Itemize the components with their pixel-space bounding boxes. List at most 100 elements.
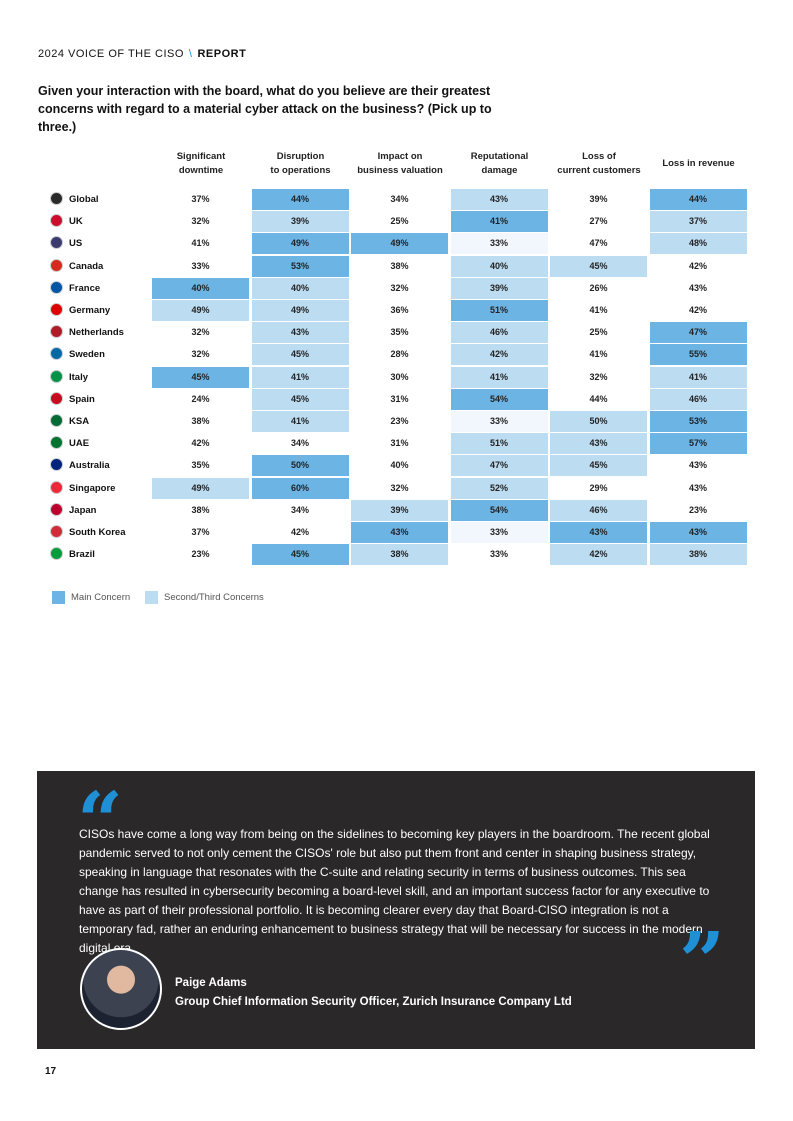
value-cell: 51%	[450, 433, 548, 455]
value-cell: 52%	[450, 477, 548, 499]
value-cell: 45%	[251, 388, 349, 410]
column-header-line: Loss of	[582, 151, 616, 162]
value-cell: 49%	[251, 300, 349, 321]
close-quote-mark: ”	[679, 914, 726, 1008]
country-cell: Canada	[50, 256, 103, 277]
value-cell: 42%	[152, 433, 249, 455]
value-cell: 33%	[450, 544, 548, 566]
value-cell: 49%	[152, 300, 249, 321]
value-cell: 23%	[649, 499, 747, 521]
column-header-line: Reputational	[470, 151, 529, 162]
value-cell: 27%	[550, 211, 647, 233]
value-cell: 46%	[450, 322, 548, 344]
value-cell: 47%	[649, 322, 747, 344]
table-row: Brazil 23% 45% 38% 33% 42% 38%	[50, 544, 750, 566]
value-cell: 32%	[550, 366, 647, 388]
column-header: Reputational damage	[451, 150, 549, 178]
table-row: Germany 49% 49% 36% 51% 41% 42%	[50, 300, 750, 321]
value-cell: 41%	[450, 366, 548, 388]
value-cell: 43%	[649, 455, 747, 477]
value-cell: 37%	[649, 211, 747, 233]
value-cell: 51%	[450, 300, 548, 321]
value-cell: 44%	[649, 189, 747, 210]
value-cell: 45%	[251, 544, 349, 566]
country-cell: KSA	[50, 411, 89, 432]
value-cell: 53%	[251, 255, 349, 277]
value-cell: 39%	[251, 211, 349, 233]
value-cell: 25%	[351, 211, 448, 233]
country-cell: Netherlands	[50, 322, 124, 343]
value-cell: 43%	[450, 189, 548, 210]
value-cell: 43%	[550, 522, 647, 543]
legend-swatch	[52, 591, 65, 604]
value-cell: 29%	[550, 477, 647, 499]
column-header: Loss in revenue	[650, 157, 748, 171]
country-name: Spain	[69, 393, 95, 405]
table-row: Australia 35% 50% 40% 47% 45% 43%	[50, 455, 750, 477]
value-cell: 34%	[251, 499, 349, 521]
value-cell: 41%	[152, 233, 249, 255]
value-cell: 48%	[649, 233, 747, 255]
legend-swatch	[145, 591, 158, 604]
value-cell: 42%	[450, 344, 548, 366]
value-cell: 50%	[550, 411, 647, 432]
quote-role: Group Chief Information Security Officer…	[175, 996, 572, 1008]
value-cell: 57%	[649, 433, 747, 455]
country-name: Netherlands	[69, 327, 124, 339]
table-row: KSA 38% 41% 23% 33% 50% 53%	[50, 411, 750, 432]
value-cell: 41%	[251, 411, 349, 432]
value-cell: 55%	[649, 344, 747, 366]
flag	[50, 502, 63, 516]
country-cell: Sweden	[50, 344, 105, 365]
value-cell: 45%	[251, 344, 349, 366]
value-cell: 38%	[649, 544, 747, 566]
running-header: 2024 VOICE OF THE CISO \ REPORT	[38, 48, 246, 60]
value-cell: 24%	[152, 388, 249, 410]
value-cell: 25%	[550, 322, 647, 344]
value-cell: 23%	[351, 411, 448, 432]
flag	[50, 458, 63, 472]
legend-item: Second/Third Concerns	[145, 591, 264, 604]
table-row: South Korea 37% 42% 43% 33% 43% 43%	[50, 522, 750, 543]
quote-text: CISOs have come a long way from being on…	[79, 827, 710, 955]
legend-label: Second/Third Concerns	[164, 592, 264, 603]
country-cell: US	[50, 233, 82, 254]
table-row: Japan 38% 34% 39% 54% 46% 23%	[50, 499, 750, 521]
value-cell: 39%	[550, 189, 647, 210]
column-header-line: Loss in revenue	[662, 158, 735, 169]
flag	[50, 280, 63, 294]
value-cell: 42%	[649, 300, 747, 321]
country-name: KSA	[69, 416, 90, 427]
value-cell: 38%	[152, 499, 249, 521]
value-cell: 54%	[450, 388, 548, 410]
value-cell: 49%	[351, 233, 448, 255]
value-cell: 37%	[152, 522, 249, 543]
value-cell: 32%	[351, 277, 448, 299]
value-cell: 32%	[351, 477, 448, 499]
column-header-line: Disruption	[276, 151, 325, 162]
table-row: UAE 42% 34% 31% 51% 43% 57%	[50, 433, 750, 455]
open-quote-mark: “	[77, 774, 124, 868]
flag	[50, 347, 63, 361]
value-cell: 43%	[351, 522, 448, 543]
flag	[50, 369, 63, 383]
column-header: Significant downtime	[152, 150, 250, 178]
value-cell: 36%	[351, 300, 448, 321]
column-header: Loss of current customers	[550, 150, 648, 178]
value-cell: 47%	[450, 455, 548, 477]
value-cell: 41%	[550, 344, 647, 366]
flag	[50, 480, 63, 494]
quote-box: “ CISOs have come a long way from being …	[37, 771, 755, 1049]
table-row: Sweden 32% 45% 28% 42% 41% 55%	[50, 344, 750, 366]
value-cell: 32%	[152, 211, 249, 233]
flag	[50, 302, 63, 316]
value-cell: 35%	[152, 455, 249, 477]
value-cell: 38%	[351, 544, 448, 566]
country-cell: France	[50, 278, 100, 299]
value-cell: 39%	[351, 499, 448, 521]
value-cell: 46%	[550, 499, 647, 521]
column-header-line: Impact on	[377, 151, 423, 162]
flag	[50, 214, 63, 228]
value-cell: 43%	[550, 433, 647, 455]
